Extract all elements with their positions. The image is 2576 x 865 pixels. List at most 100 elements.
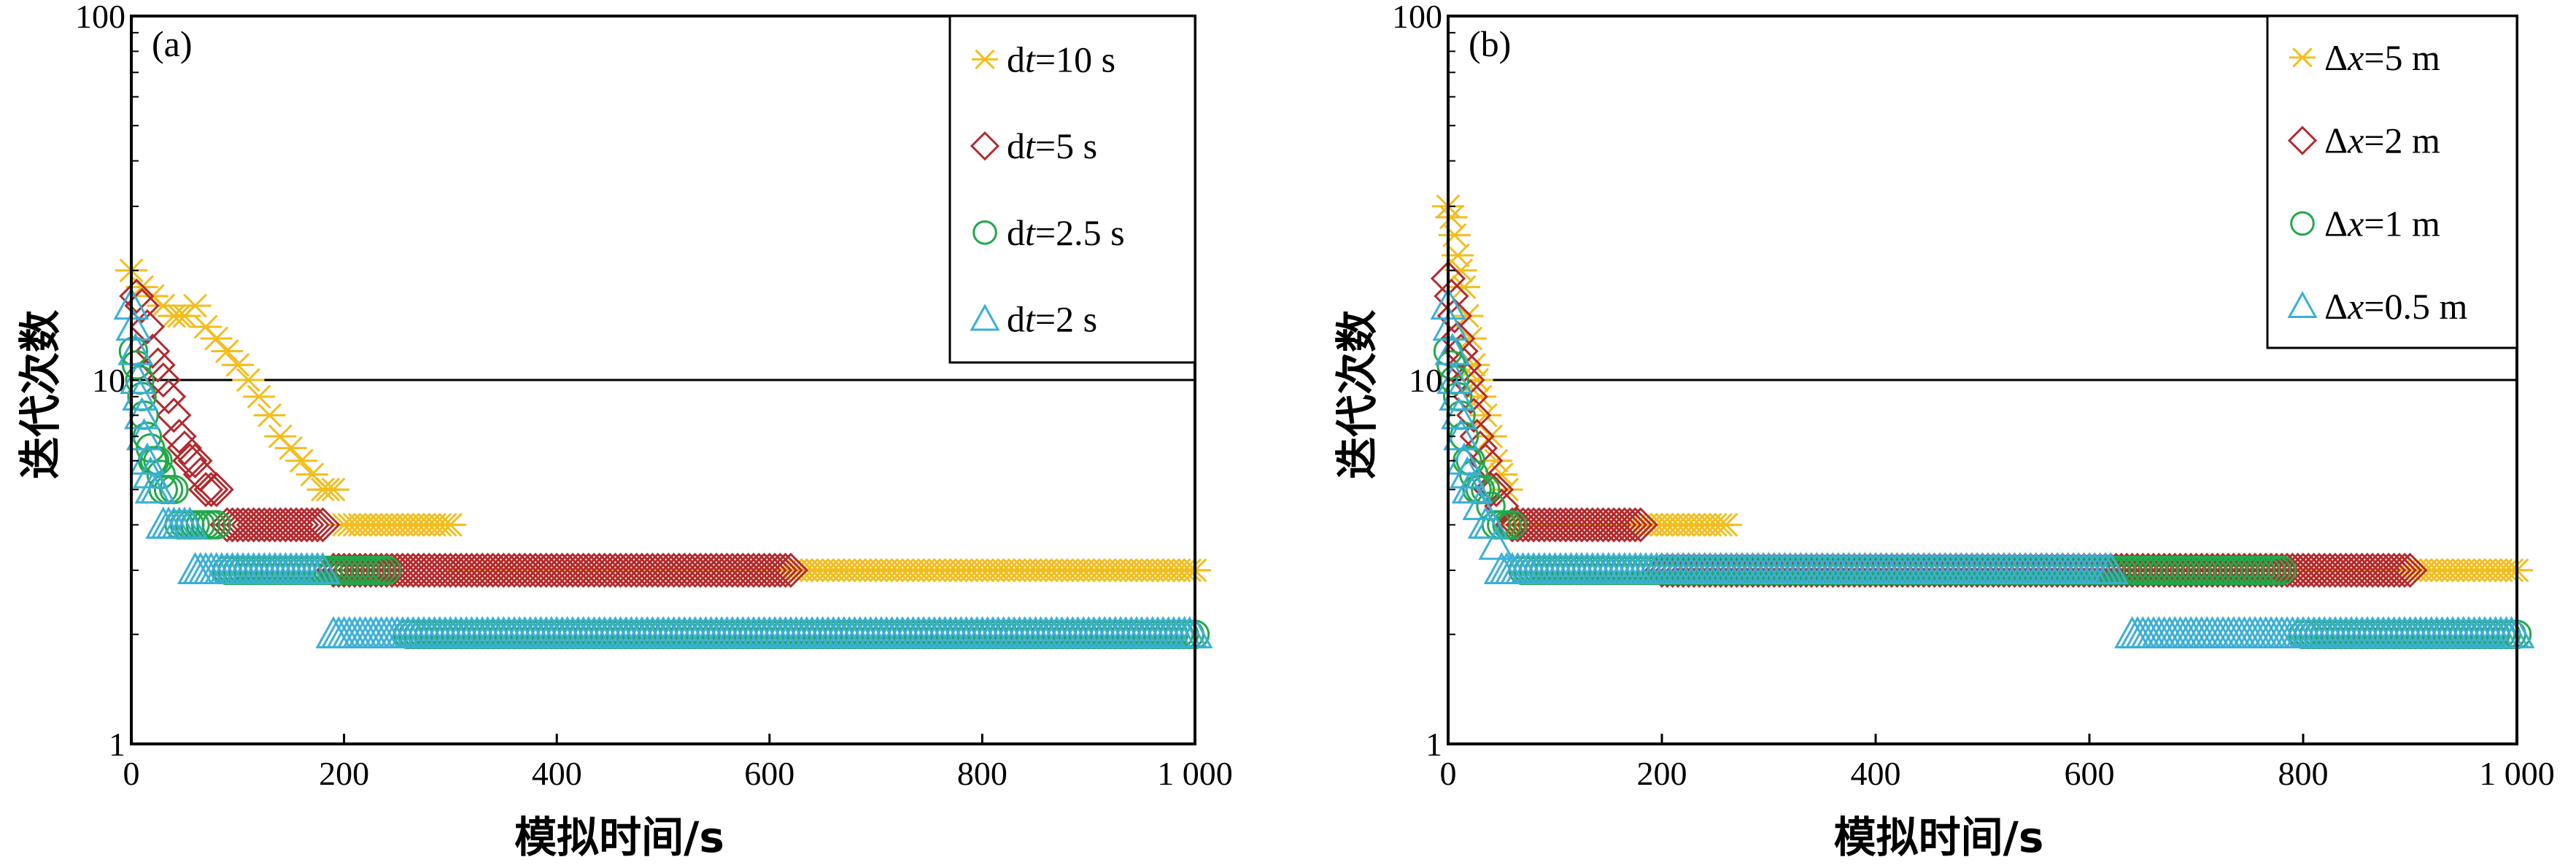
y-tick-label: 10 bbox=[92, 362, 125, 399]
legend-marker-asterisk bbox=[972, 49, 998, 70]
legend-box bbox=[948, 15, 1196, 364]
legend-variable: t bbox=[1025, 212, 1036, 253]
legend-entry-label: dt=2.5 s bbox=[1007, 212, 1125, 253]
data-point bbox=[161, 419, 197, 454]
legend-suffix: =2 s bbox=[1035, 299, 1097, 340]
data-point bbox=[2189, 616, 2225, 648]
legend-suffix: =5 m bbox=[2364, 37, 2440, 78]
series-circle bbox=[1433, 336, 2532, 649]
marker-stroke bbox=[1445, 243, 1470, 268]
data-point bbox=[357, 616, 394, 648]
marker-stroke bbox=[279, 435, 303, 460]
data-point bbox=[2200, 616, 2236, 648]
data-point bbox=[1622, 507, 1658, 543]
x-tick-label: 1 000 bbox=[1157, 755, 1233, 792]
data-point bbox=[305, 507, 341, 543]
data-point bbox=[1438, 222, 1471, 247]
data-point bbox=[2173, 616, 2209, 648]
x-tick-label: 200 bbox=[1637, 755, 1687, 792]
data-point bbox=[1441, 397, 1477, 430]
marker-stroke bbox=[247, 384, 271, 409]
data-point bbox=[285, 449, 318, 473]
data-point bbox=[172, 443, 208, 478]
x-axis-title: 模拟时间/s bbox=[1834, 812, 2044, 862]
legend-suffix: =2 m bbox=[2364, 120, 2440, 161]
data-point bbox=[2205, 616, 2241, 648]
data-point bbox=[2232, 616, 2268, 648]
data-point bbox=[2130, 616, 2167, 648]
marker-stroke bbox=[1489, 462, 1514, 487]
legend-entry-label: Δx=2 m bbox=[2324, 120, 2440, 161]
legend-prefix: Δ bbox=[2324, 203, 2348, 244]
data-point bbox=[182, 551, 219, 585]
marker-stroke bbox=[1458, 326, 1483, 351]
data-point bbox=[2267, 555, 2297, 586]
data-point bbox=[2140, 616, 2177, 648]
legend-variable: x bbox=[2347, 203, 2364, 244]
data-point bbox=[331, 616, 368, 648]
data-point bbox=[1606, 507, 1642, 543]
data-point bbox=[166, 430, 203, 466]
data-point bbox=[193, 472, 229, 508]
data-point bbox=[317, 477, 350, 502]
series-triangle bbox=[113, 287, 1213, 648]
legend-suffix: =2.5 s bbox=[1035, 212, 1125, 253]
data-point bbox=[2092, 551, 2129, 585]
legend-variable: x bbox=[2347, 37, 2364, 78]
data-point bbox=[2124, 616, 2161, 648]
data-point bbox=[2258, 616, 2294, 648]
legend-marker-circle bbox=[2290, 211, 2315, 236]
legend-entry-label: dt=2 s bbox=[1007, 299, 1097, 340]
data-point bbox=[767, 552, 803, 589]
data-point bbox=[2135, 616, 2172, 648]
data-point bbox=[2146, 616, 2183, 648]
marker-stroke bbox=[214, 339, 239, 363]
data-point bbox=[1474, 424, 1507, 449]
x-axis-title: 模拟时间/s bbox=[514, 812, 724, 862]
data-point bbox=[221, 352, 254, 377]
data-point bbox=[1478, 527, 1515, 560]
data-point bbox=[201, 510, 231, 540]
x-tick-label: 400 bbox=[532, 755, 582, 792]
data-point bbox=[300, 507, 336, 543]
data-point bbox=[2221, 616, 2257, 648]
legend-entry-label: Δx=0.5 m bbox=[2324, 286, 2468, 327]
legend-prefix: d bbox=[1007, 125, 1025, 166]
series-circle bbox=[118, 336, 1210, 649]
plot-frame bbox=[130, 15, 1196, 745]
data-point bbox=[1709, 513, 1742, 538]
data-point bbox=[1436, 298, 1472, 334]
data-point bbox=[2210, 616, 2246, 648]
data-point bbox=[295, 462, 328, 487]
data-point bbox=[336, 616, 373, 648]
data-point bbox=[177, 443, 213, 478]
data-point bbox=[320, 616, 357, 648]
marker-stroke bbox=[321, 477, 346, 502]
data-point bbox=[2178, 616, 2215, 648]
data-point bbox=[2216, 616, 2252, 648]
data-point bbox=[304, 551, 341, 585]
legend-box bbox=[2266, 15, 2518, 349]
data-point bbox=[2392, 552, 2428, 589]
legend-suffix: =5 s bbox=[1035, 125, 1097, 166]
data-point bbox=[1612, 507, 1648, 543]
data-point bbox=[177, 551, 214, 585]
x-tick-label: 800 bbox=[957, 755, 1007, 792]
marker-stroke bbox=[1468, 384, 1493, 409]
data-point bbox=[187, 472, 224, 508]
marker-stroke bbox=[438, 513, 463, 538]
legend-prefix: Δ bbox=[2324, 286, 2348, 327]
marker-stroke bbox=[2292, 47, 2313, 68]
legend-marker-diamond bbox=[2287, 125, 2318, 155]
data-point bbox=[171, 506, 208, 539]
data-point bbox=[119, 278, 155, 314]
data-point bbox=[434, 513, 467, 538]
data-point bbox=[150, 379, 187, 414]
data-point bbox=[1617, 507, 1653, 543]
legend-suffix: =1 m bbox=[2364, 203, 2440, 244]
data-point bbox=[2194, 616, 2231, 648]
data-point bbox=[1478, 472, 1515, 508]
legend-marker-circle bbox=[972, 220, 997, 245]
data-point bbox=[2248, 616, 2284, 648]
